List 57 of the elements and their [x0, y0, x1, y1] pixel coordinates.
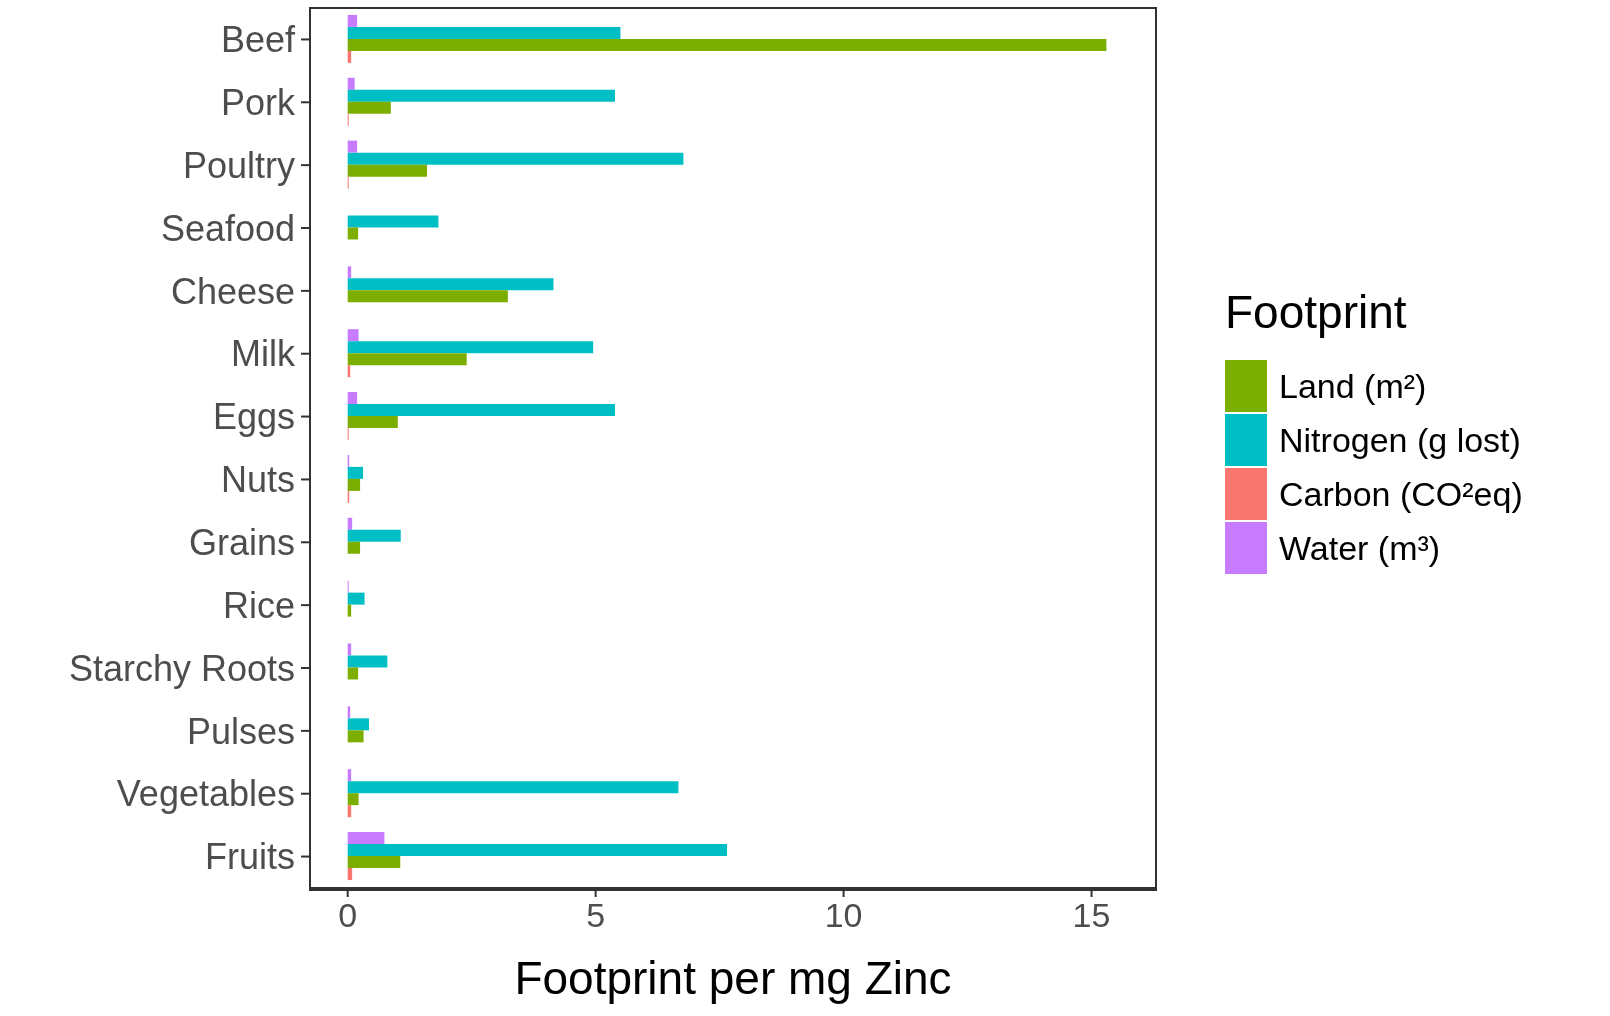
y-tick-label: Nuts [220, 459, 295, 501]
y-tick-label: Beef [220, 19, 296, 61]
bar [347, 478, 361, 491]
legend-label: Nitrogen (g lost) [1279, 420, 1521, 460]
bar [347, 77, 355, 90]
y-tick-label: Cheese [170, 270, 295, 312]
y-tick-label: Poultry [182, 144, 295, 186]
bar [347, 466, 364, 479]
y-tick-label: Grains [188, 522, 295, 564]
bar [347, 856, 401, 869]
y-tick-label: Seafood [160, 207, 295, 249]
bar [347, 329, 359, 342]
bar [347, 832, 385, 845]
bar [347, 844, 728, 857]
legend-label: Land (m²) [1279, 366, 1427, 406]
x-tick-label: 15 [1072, 896, 1111, 935]
bar [347, 793, 359, 806]
y-tick-label: Fruits [205, 836, 295, 878]
bar [347, 718, 370, 731]
y-tick-label: Milk [231, 333, 296, 375]
x-tick-label: 10 [824, 896, 863, 935]
bar [347, 667, 359, 680]
legend-label: Water (m³) [1279, 528, 1441, 568]
bar [347, 541, 361, 554]
bar [347, 730, 364, 743]
bar [347, 529, 401, 542]
bar [347, 404, 615, 417]
bar [347, 38, 1107, 51]
bar [347, 227, 359, 240]
bar [347, 353, 467, 366]
x-tick-label: 0 [338, 896, 358, 935]
bar [347, 592, 365, 605]
legend-label: Carbon (CO²eq) [1279, 474, 1523, 514]
bar [347, 89, 615, 102]
y-tick-label: Starchy Roots [68, 647, 295, 689]
bar [347, 14, 358, 27]
bar [347, 140, 358, 153]
legend-title: Footprint [1225, 285, 1408, 339]
bar [347, 416, 398, 429]
bar [347, 341, 594, 354]
bar [347, 392, 358, 405]
bar [347, 101, 391, 114]
y-tick-label: Pulses [186, 710, 295, 752]
x-axis-title: Footprint per mg Zinc [514, 952, 952, 1004]
bar [347, 215, 439, 228]
y-tick-label: Rice [222, 584, 295, 626]
bar [347, 290, 508, 303]
bar [347, 278, 554, 291]
bar [347, 164, 428, 177]
y-tick-label: Vegetables [116, 773, 295, 815]
y-tick-label: Eggs [212, 396, 295, 438]
bar [347, 26, 621, 39]
y-tick-label: Pork [220, 82, 296, 124]
x-tick-label: 5 [586, 896, 606, 935]
bar [347, 152, 684, 165]
bar [347, 781, 679, 794]
bar [347, 655, 388, 668]
